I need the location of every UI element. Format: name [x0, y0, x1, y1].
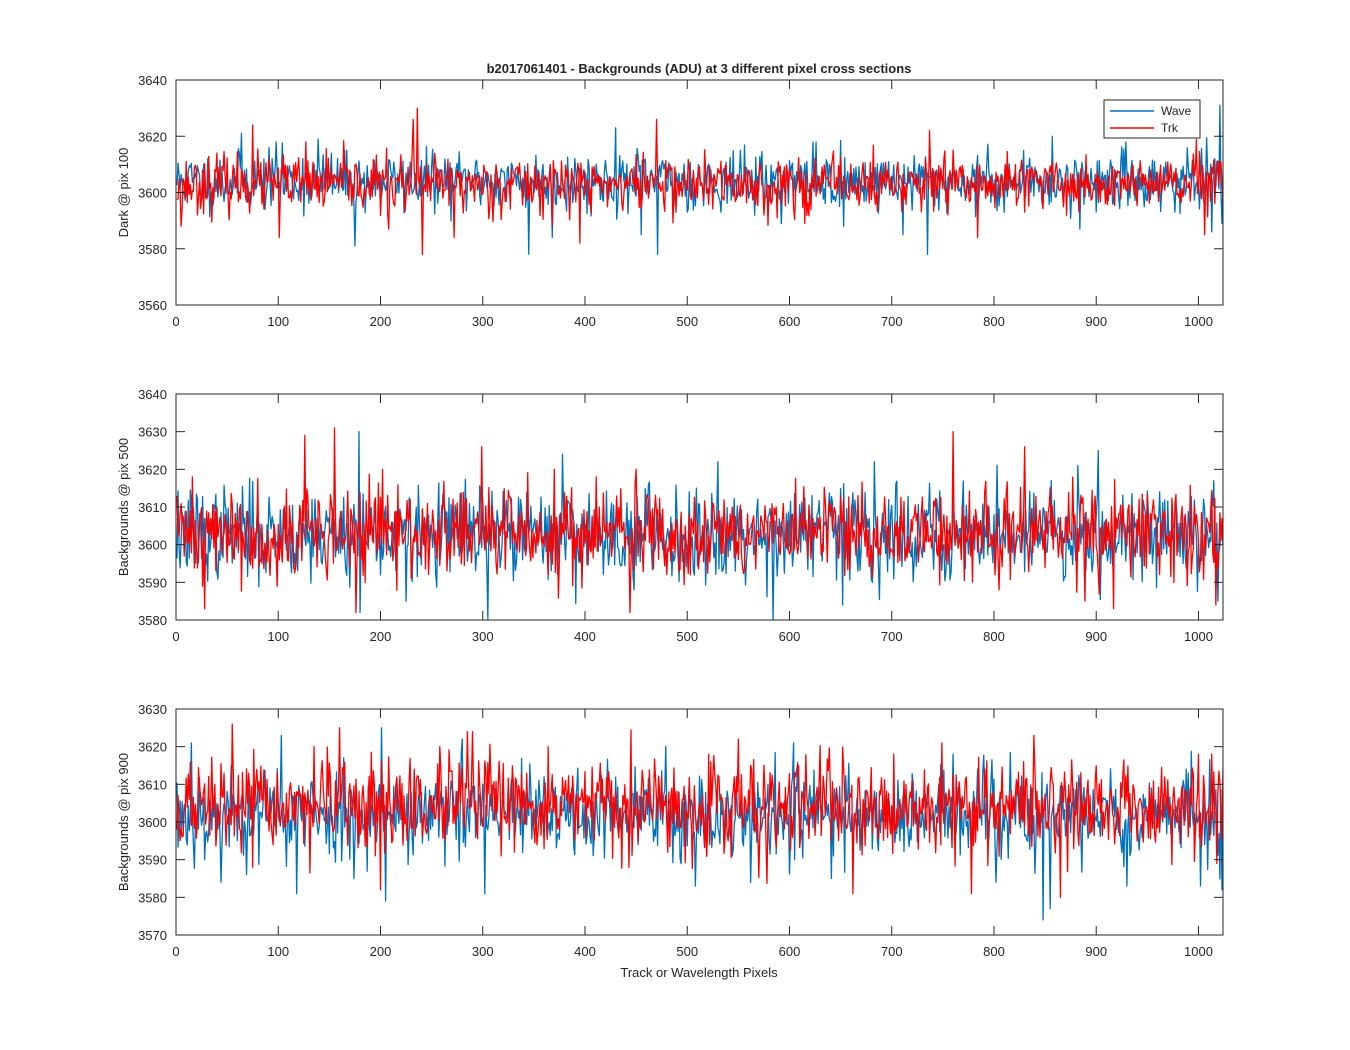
x-tick-label: 0	[172, 314, 179, 329]
x-tick-label: 900	[1085, 944, 1107, 959]
x-tick-label: 1000	[1184, 944, 1213, 959]
y-tick-label: 3610	[138, 500, 167, 515]
x-tick-label: 0	[172, 944, 179, 959]
y-tick-label: 3590	[138, 853, 167, 868]
subplot-3: 0 100 200 300 400 500 600 700 800 900 1000 3570 3580…	[116, 702, 1224, 959]
y-tick-label: 3620	[138, 129, 167, 144]
y-tick-label: 3610	[138, 777, 167, 792]
legend-box	[1103, 99, 1201, 139]
subplot-2: 0 100 200 300 400 500 600 700 800 900 1000 3580 3590…	[116, 387, 1224, 644]
series-line-trk	[176, 427, 1223, 614]
y-tick-label: 3590	[138, 575, 167, 590]
x-tick-label: 700	[881, 629, 903, 644]
legend-label-trk: Trk	[1161, 121, 1179, 135]
x-tick-label: 600	[779, 314, 801, 329]
x-tick-label: 100	[267, 629, 289, 644]
y-tick-label: 3630	[138, 702, 167, 717]
y-tick-label: 3640	[138, 387, 167, 402]
y-tick-label: 3580	[138, 890, 167, 905]
x-tick-label: 500	[676, 629, 698, 644]
y-axis-label: Backgrounds @ pix 900	[116, 753, 131, 891]
y-tick-label: 3600	[138, 815, 167, 830]
x-tick-label: 200	[370, 314, 392, 329]
subplot-1: 0 100 200 300 400 500 600 700 800 900 1000 3560 3580…	[116, 73, 1224, 329]
x-tick-label: 400	[574, 944, 596, 959]
x-tick-label: 700	[881, 314, 903, 329]
y-tick-label: 3630	[138, 425, 167, 440]
x-tick-label: 600	[779, 629, 801, 644]
y-tick-label: 3620	[138, 462, 167, 477]
y-tick-label: 3600	[138, 538, 167, 553]
series-group	[176, 104, 1223, 256]
x-tick-label: 1000	[1184, 629, 1213, 644]
y-tick-label: 3620	[138, 740, 167, 755]
x-tick-label: 400	[574, 314, 596, 329]
y-axis-label: Backgrounds @ pix 500	[116, 438, 131, 576]
x-tick-label: 100	[267, 314, 289, 329]
y-tick-label: 3580	[138, 242, 167, 257]
y-tick-label: 3570	[138, 928, 167, 943]
y-tick-label: 3640	[138, 73, 167, 88]
series-line-trk	[176, 723, 1223, 898]
series-group	[176, 723, 1223, 921]
series-line-trk	[176, 107, 1223, 256]
x-tick-label: 300	[472, 944, 494, 959]
legend-label-wave: Wave	[1161, 104, 1192, 118]
x-tick-label: 400	[574, 629, 596, 644]
x-tick-label: 100	[267, 944, 289, 959]
series-group	[176, 427, 1223, 620]
y-axis-label: Dark @ pix 100	[116, 148, 131, 238]
x-tick-label: 200	[370, 944, 392, 959]
x-tick-label: 300	[472, 629, 494, 644]
x-tick-label: 200	[370, 629, 392, 644]
x-tick-label: 800	[983, 944, 1005, 959]
legend: Wave Trk	[1103, 99, 1201, 139]
x-tick-label: 1000	[1184, 314, 1213, 329]
series-line-wave	[176, 431, 1223, 620]
x-tick-label: 900	[1085, 314, 1107, 329]
x-tick-label: 300	[472, 314, 494, 329]
figure-title: b2017061401 - Backgrounds (ADU) at 3 dif…	[487, 61, 912, 76]
x-axis-label: Track or Wavelength Pixels	[620, 965, 778, 980]
y-tick-label: 3580	[138, 613, 167, 628]
x-tick-label: 600	[779, 944, 801, 959]
x-tick-label: 0	[172, 629, 179, 644]
subplots: 0 100 200 300 400 500 600 700 800 900 100035603580…	[116, 73, 1224, 959]
x-tick-label: 900	[1085, 629, 1107, 644]
y-tick-label: 3560	[138, 298, 167, 313]
x-tick-label: 700	[881, 944, 903, 959]
x-tick-label: 500	[676, 944, 698, 959]
x-tick-label: 500	[676, 314, 698, 329]
x-tick-label: 800	[983, 314, 1005, 329]
y-tick-label: 3600	[138, 186, 167, 201]
x-tick-label: 800	[983, 629, 1005, 644]
